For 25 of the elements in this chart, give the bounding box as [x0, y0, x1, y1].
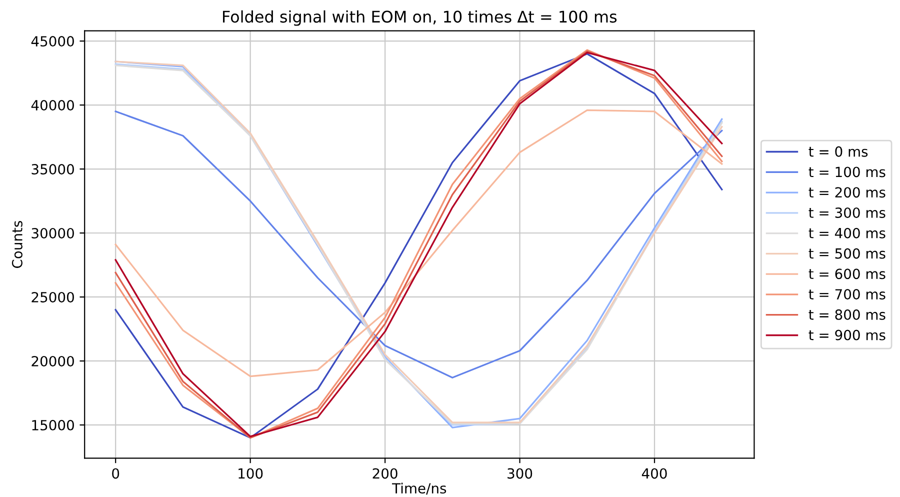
x-tick-label: 200: [372, 468, 398, 479]
y-tick-label: 15000: [32, 420, 74, 430]
legend-label: t = 700 ms: [808, 289, 886, 300]
legend-label: t = 800 ms: [808, 309, 886, 320]
y-tick-label: 45000: [31, 36, 74, 47]
chart-title: Folded signal with EOM on, 10 times Δt = 100 ms: [223, 10, 617, 26]
x-tick-label: 0: [112, 468, 120, 479]
x-tick-label: 400: [642, 468, 667, 479]
x-tick-label: 100: [238, 468, 263, 479]
x-axis-title: Time/ns: [392, 482, 446, 495]
legend-label: t = 300 ms: [808, 207, 886, 218]
x-tick-label: 300: [508, 468, 532, 479]
y-tick-label: 35000: [32, 164, 74, 174]
legend-label: t = 900 ms: [808, 330, 886, 340]
legend-label: t = 0 ms: [808, 146, 868, 157]
y-tick-label: 30000: [32, 228, 74, 238]
y-tick-label: 20000: [32, 356, 74, 366]
y-tick-label: 25000: [32, 292, 74, 302]
legend-label: t = 600 ms: [808, 268, 886, 280]
legend-label: t = 500 ms: [808, 248, 886, 259]
y-axis-title: Counts: [12, 220, 22, 268]
legend-label: t = 400 ms: [808, 228, 886, 238]
legend-label: t = 200 ms: [808, 187, 886, 198]
y-tick-label: 40000: [31, 100, 74, 111]
legend-label: t = 100 ms: [808, 166, 886, 178]
